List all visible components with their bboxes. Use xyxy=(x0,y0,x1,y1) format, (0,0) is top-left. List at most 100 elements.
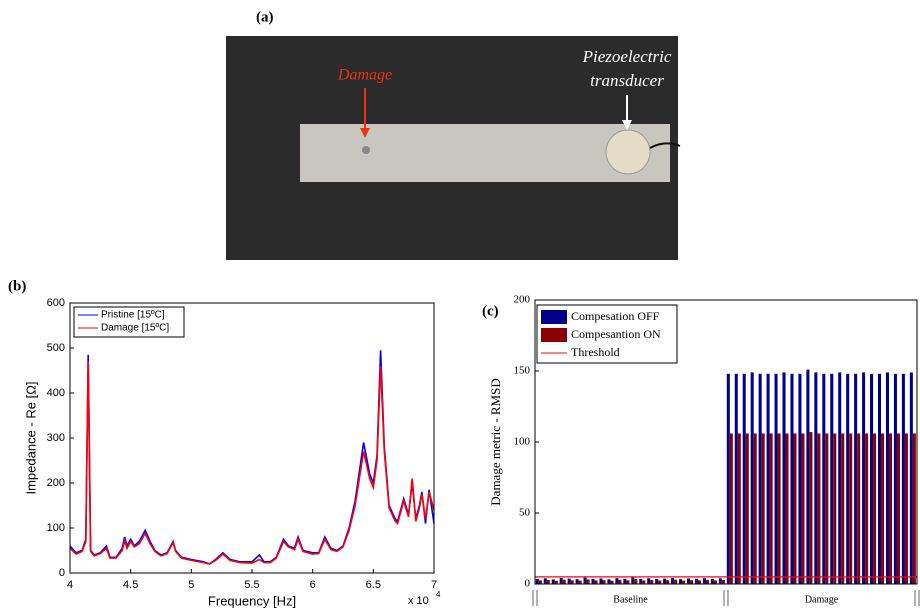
damage-annotation: Damage xyxy=(337,67,392,84)
bar xyxy=(888,433,893,584)
bar xyxy=(583,577,587,584)
bar xyxy=(697,580,702,584)
plot-frame xyxy=(69,302,435,574)
x-exponent: 4 xyxy=(436,590,441,599)
bar xyxy=(825,433,829,584)
bar xyxy=(729,433,733,584)
bar xyxy=(878,373,882,584)
panel-label: (c) xyxy=(482,303,499,319)
legend-label: Compesation OFF xyxy=(571,309,660,323)
x-tick-label: 5.5 xyxy=(244,579,259,591)
bar xyxy=(710,578,714,584)
legend-box xyxy=(73,306,185,338)
bar xyxy=(726,373,730,584)
y-tick-label: 200 xyxy=(47,477,65,489)
x-tick-label: 6 xyxy=(310,579,316,591)
bar xyxy=(623,578,627,584)
bar xyxy=(862,372,866,584)
bar xyxy=(562,579,566,584)
y-tick-label: 0 xyxy=(59,567,65,579)
bar xyxy=(702,578,706,584)
bar xyxy=(551,579,555,584)
bar xyxy=(904,433,908,584)
bar xyxy=(586,579,590,584)
group-label: Damage xyxy=(805,594,839,605)
bar xyxy=(734,373,738,584)
bar xyxy=(647,578,651,584)
bar xyxy=(901,373,905,584)
bar xyxy=(790,373,794,584)
bar xyxy=(870,373,874,584)
bar xyxy=(570,580,574,584)
bar xyxy=(538,580,542,584)
y-axis-label: Impedance - Re [Ω] xyxy=(23,381,38,494)
x-tick-label: 7 xyxy=(431,579,437,591)
bar xyxy=(865,433,869,584)
transducer-annotation: transducer xyxy=(590,71,664,90)
bar xyxy=(817,433,821,584)
bar xyxy=(690,580,694,584)
bar xyxy=(674,579,678,584)
y-axis-label: Damage metric - RMSD xyxy=(488,378,503,505)
bar xyxy=(567,578,571,584)
bar xyxy=(559,578,563,584)
bar xyxy=(761,433,765,584)
bar xyxy=(639,579,643,584)
bar xyxy=(607,579,611,584)
bar xyxy=(854,373,858,584)
bar xyxy=(830,373,834,584)
panel-label: (b) xyxy=(8,278,26,294)
plot-frame xyxy=(534,299,918,585)
bar xyxy=(575,579,579,584)
bar xyxy=(849,433,853,584)
bar xyxy=(543,578,547,584)
bar xyxy=(753,433,757,584)
bar xyxy=(893,373,897,584)
bar xyxy=(822,373,826,584)
bar xyxy=(546,580,550,584)
bar xyxy=(618,579,622,584)
bar xyxy=(599,578,603,584)
bar xyxy=(846,373,850,584)
bar xyxy=(801,433,805,584)
bar xyxy=(833,433,837,584)
y-tick-label: 500 xyxy=(47,342,65,354)
y-tick-label: 300 xyxy=(47,432,65,444)
y-tick-label: 50 xyxy=(519,507,531,519)
bar xyxy=(591,578,595,584)
y-tick-label: 100 xyxy=(514,436,531,448)
chart: 0 100 200 300 400 500 600 Impedance - Re [Ω] 4 4.… xyxy=(23,297,441,609)
bar xyxy=(642,580,646,584)
bar xyxy=(873,433,877,584)
legend-swatch xyxy=(541,310,567,324)
wire xyxy=(649,142,681,149)
bar xyxy=(841,433,845,584)
x-tick-label: 5 xyxy=(188,579,194,591)
bar xyxy=(634,579,638,584)
bar xyxy=(655,578,659,584)
bar xyxy=(615,578,619,584)
photo: Damage Piezoelectric transducer xyxy=(226,36,681,260)
bar xyxy=(857,433,861,584)
y-tick-label: 600 xyxy=(47,297,65,309)
bar xyxy=(705,579,709,584)
chart: 0 50 100 150 200 Damage metric - RMSD Baseline… xyxy=(488,294,920,606)
bar xyxy=(694,578,698,584)
line-series xyxy=(69,361,435,565)
bar xyxy=(658,580,662,584)
bar xyxy=(750,372,754,584)
bar xyxy=(602,580,606,584)
bar xyxy=(554,580,558,584)
x-multiplier: x 10 xyxy=(408,595,429,607)
bar xyxy=(766,373,770,584)
bar xyxy=(909,372,913,584)
legend-label: Pristine [15ºC] xyxy=(101,310,165,321)
transducer-annotation: Piezoelectric xyxy=(582,47,672,66)
arrow-head xyxy=(360,128,370,138)
transducer xyxy=(605,129,651,175)
legend-swatch xyxy=(541,328,567,342)
bar xyxy=(782,372,786,584)
bar xyxy=(896,433,900,584)
y-tick-label: 400 xyxy=(47,387,65,399)
bar xyxy=(912,433,916,584)
